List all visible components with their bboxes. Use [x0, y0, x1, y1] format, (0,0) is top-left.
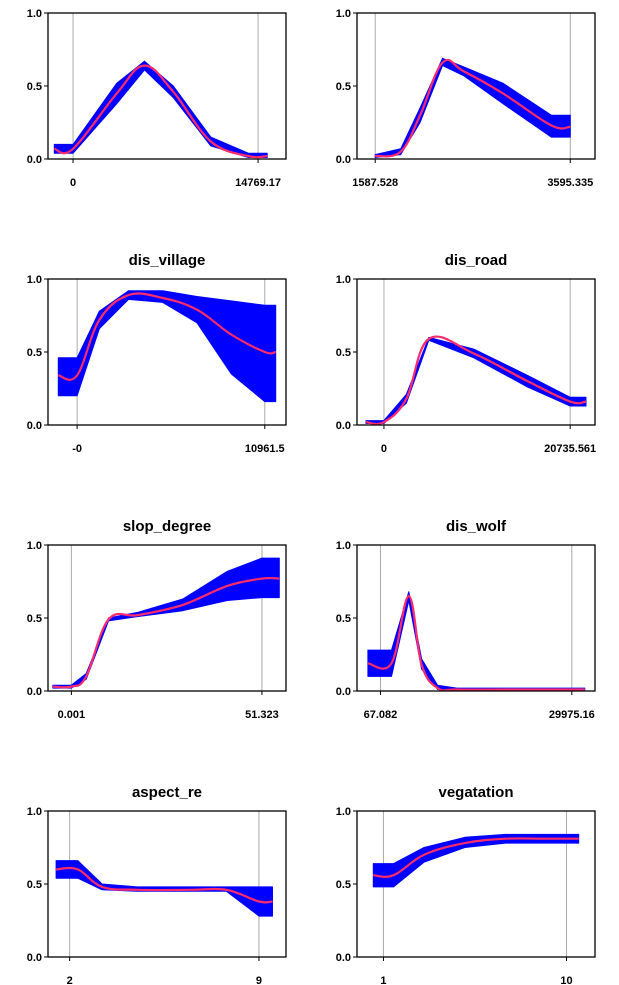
y-tick-label: 0.5	[336, 347, 351, 359]
y-tick-label: 0.5	[336, 879, 351, 891]
mean-response-line	[53, 64, 268, 159]
y-tick-label: 0.5	[336, 613, 351, 625]
x-tick-label: 29975.16	[549, 709, 595, 721]
mean-response-line	[58, 292, 276, 381]
y-tick-label: 1.0	[336, 540, 351, 552]
x-tick-label: 20735.561	[544, 443, 596, 455]
y-tick-label: 1.0	[27, 274, 42, 286]
y-tick-label: 0.0	[27, 686, 42, 698]
x-tick-label: 0.001	[58, 709, 86, 721]
x-tick-label: 10961.5	[245, 443, 285, 455]
chart-panel-3: 0.0 0.5 1.0 -0 10961.5 dis_village	[27, 252, 287, 455]
chart-title: vegatation	[438, 784, 513, 801]
plot-area	[357, 545, 595, 691]
chart-title: slop_degree	[123, 518, 211, 535]
y-tick-label: 0.5	[336, 81, 351, 93]
y-tick-label: 1.0	[336, 806, 351, 818]
plot-area	[48, 811, 286, 957]
y-tick-label: 0.0	[336, 686, 351, 698]
chart-panel-4: 0.0 0.5 1.0 0 20735.561 dis_road	[336, 252, 596, 455]
chart-panel-7: 0.0 0.5 1.0 2 9 aspect_re	[27, 784, 287, 985]
x-tick-label: 1587.528	[352, 177, 398, 189]
mean-response-line	[373, 837, 579, 878]
x-tick-label: 10	[560, 975, 572, 985]
x-tick-label: 51.323	[245, 709, 279, 721]
x-tick-label: 1	[380, 975, 386, 985]
confidence-band	[57, 290, 277, 403]
y-tick-label: 0.5	[27, 81, 42, 93]
y-tick-label: 0.0	[336, 154, 351, 166]
mean-response-line	[375, 58, 571, 158]
x-tick-label: -0	[72, 443, 82, 455]
confidence-band	[55, 860, 273, 917]
chart-panel-8: 0.0 0.5 1.0 1 10 vegatation	[336, 784, 596, 985]
x-tick-label: 14769.17	[235, 177, 281, 189]
mean-response-line	[52, 576, 280, 689]
x-tick-label: 2	[67, 975, 73, 985]
chart-panel-5: 0.0 0.5 1.0 0.001 51.323 slop_degree	[27, 518, 287, 721]
chart-title: dis_road	[445, 252, 508, 269]
chart-title: aspect_re	[132, 784, 202, 801]
chart-panel-2: 0.0 0.5 1.0 1587.528 3595.335	[336, 8, 596, 189]
x-tick-label: 0	[70, 177, 76, 189]
chart-title: dis_wolf	[446, 518, 507, 535]
y-tick-label: 0.0	[27, 420, 42, 432]
y-tick-label: 0.5	[27, 347, 42, 359]
y-tick-label: 1.0	[336, 274, 351, 286]
y-tick-label: 0.0	[336, 420, 351, 432]
confidence-band	[372, 833, 580, 888]
x-tick-label: 0	[381, 443, 387, 455]
x-tick-label: 3595.335	[547, 177, 593, 189]
y-tick-label: 1.0	[27, 8, 42, 20]
x-tick-label: 9	[256, 975, 262, 985]
y-tick-label: 0.5	[27, 613, 42, 625]
x-tick-label: 67.082	[364, 709, 398, 721]
mean-response-line	[365, 335, 587, 426]
y-tick-label: 1.0	[27, 540, 42, 552]
mean-response-line	[56, 866, 273, 904]
chart-panel-6: 0.0 0.5 1.0 67.082 29975.16 dis_wolf	[336, 518, 596, 721]
y-tick-label: 0.0	[27, 154, 42, 166]
chart-title: dis_village	[129, 252, 206, 269]
y-tick-label: 0.0	[336, 952, 351, 964]
y-tick-label: 1.0	[336, 8, 351, 20]
mean-response-line	[367, 594, 585, 692]
y-tick-label: 0.0	[27, 952, 42, 964]
y-tick-label: 0.5	[27, 879, 42, 891]
chart-panel-1: 0.0 0.5 1.0 0 14769.17	[27, 8, 287, 189]
y-tick-label: 1.0	[27, 806, 42, 818]
